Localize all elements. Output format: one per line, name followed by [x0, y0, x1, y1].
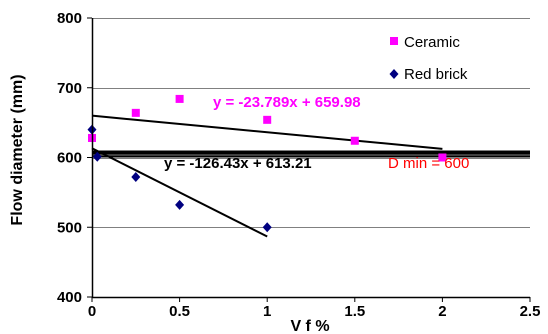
y-tick-label-700: 700 — [57, 80, 82, 97]
y-tick-label-400: 400 — [57, 289, 82, 306]
point-red-brick-4 — [262, 222, 272, 233]
labels: y = -23.789x + 659.98 y = -126.43x + 613… — [9, 74, 469, 334]
point-ceramic-1 — [131, 108, 140, 117]
x-tick-label-0: 0 — [88, 303, 96, 320]
axes: 400 500 600 700 800 0 0.5 1 1.5 2 2.5 — [57, 10, 540, 320]
x-tick-label-1.5: 1.5 — [344, 303, 365, 320]
trendline-ceramic — [91, 114, 443, 150]
red-brick-equation: y = -126.43x + 613.21 — [164, 155, 312, 172]
x-tick-label-1: 1 — [263, 303, 271, 320]
legend-label-red-brick: Red brick — [404, 66, 468, 83]
x-tick-label-0.5: 0.5 — [169, 303, 190, 320]
x-tick-label-2.5: 2.5 — [520, 303, 541, 320]
grid-lines — [92, 18, 530, 228]
y-axis-title: Flow diameter (mm) — [9, 74, 26, 225]
point-ceramic-4 — [350, 136, 359, 145]
dmin-label: D min = 600 — [388, 155, 469, 172]
point-red-brick-1 — [92, 151, 102, 162]
point-ceramic-2 — [175, 94, 184, 103]
point-ceramic-5 — [438, 153, 447, 162]
ceramic-equation: y = -23.789x + 659.98 — [213, 94, 361, 111]
y-tick-label-500: 500 — [57, 219, 82, 236]
point-red-brick-3 — [175, 199, 185, 210]
legend: Ceramic Red brick — [389, 34, 468, 83]
point-red-brick-2 — [131, 172, 141, 183]
point-ceramic-3 — [263, 115, 272, 124]
legend-label-ceramic: Ceramic — [404, 34, 460, 51]
y-tick-label-600: 600 — [57, 150, 82, 167]
reference-line-group — [92, 150, 530, 158]
legend-marker-red-brick — [389, 69, 399, 79]
y-tick-label-800: 800 — [57, 10, 82, 27]
trendline-red-brick — [91, 147, 268, 238]
x-axis-title: V f % — [290, 318, 329, 334]
trendlines — [91, 114, 443, 238]
legend-marker-ceramic — [390, 37, 398, 45]
x-tick-label-2: 2 — [438, 303, 446, 320]
